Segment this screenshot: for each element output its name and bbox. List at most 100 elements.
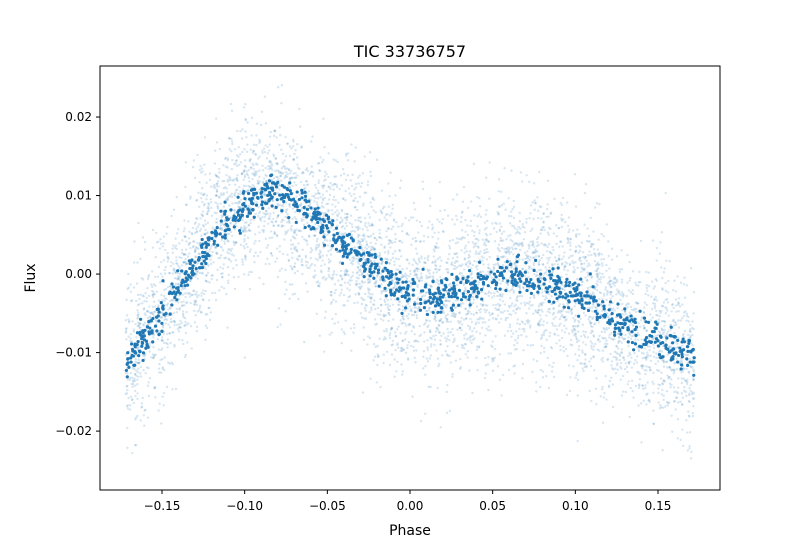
raw-point: [304, 238, 308, 242]
raw-point: [350, 349, 353, 352]
raw-point: [608, 267, 611, 270]
raw-point: [575, 371, 579, 374]
raw-point: [433, 245, 437, 248]
raw-point: [334, 205, 337, 208]
raw-point: [185, 310, 188, 314]
raw-point: [175, 256, 178, 259]
raw-point: [391, 303, 395, 306]
raw-point: [216, 268, 219, 271]
raw-point: [160, 348, 163, 352]
raw-point: [373, 247, 376, 251]
raw-point: [308, 266, 311, 270]
raw-point: [401, 340, 404, 343]
raw-point: [239, 161, 243, 164]
raw-point: [537, 209, 540, 213]
raw-point: [574, 249, 578, 252]
raw-point: [154, 385, 157, 389]
raw-point: [615, 278, 618, 282]
raw-point: [487, 240, 490, 243]
raw-point: [623, 367, 627, 371]
raw-point: [421, 187, 425, 191]
raw-point: [439, 276, 442, 279]
raw-point: [184, 321, 187, 324]
raw-point: [247, 188, 250, 192]
raw-point: [576, 228, 579, 231]
raw-point: [124, 392, 127, 396]
raw-point: [218, 171, 221, 174]
raw-point: [523, 327, 526, 331]
raw-point: [561, 310, 564, 313]
raw-point: [304, 186, 307, 190]
raw-point: [459, 305, 463, 308]
raw-point: [581, 250, 585, 254]
raw-point: [317, 284, 321, 287]
raw-point: [293, 231, 296, 234]
raw-point: [250, 116, 254, 120]
raw-point: [424, 373, 427, 376]
raw-point: [529, 240, 532, 244]
raw-point: [589, 325, 593, 328]
raw-point: [378, 279, 382, 282]
raw-point: [413, 274, 416, 277]
raw-point: [655, 279, 659, 282]
raw-point: [225, 292, 228, 296]
raw-point: [649, 359, 653, 362]
raw-point: [606, 358, 609, 362]
raw-point: [586, 271, 589, 274]
raw-point: [226, 166, 229, 169]
raw-point: [137, 367, 140, 370]
raw-point: [538, 263, 541, 266]
raw-point: [587, 262, 590, 265]
raw-point: [564, 261, 567, 264]
raw-point: [525, 174, 528, 177]
raw-point: [215, 182, 219, 185]
raw-point: [464, 307, 467, 311]
raw-point: [359, 216, 362, 219]
raw-point: [574, 325, 577, 328]
raw-point: [258, 180, 262, 183]
raw-point: [420, 295, 424, 299]
raw-point: [552, 317, 555, 321]
raw-point: [645, 270, 648, 274]
raw-point: [233, 287, 237, 291]
raw-point: [454, 313, 458, 316]
raw-point: [528, 326, 532, 329]
raw-point: [170, 214, 173, 218]
raw-point: [474, 265, 478, 269]
raw-point: [460, 215, 463, 219]
raw-point: [547, 307, 550, 311]
raw-point: [344, 273, 347, 276]
raw-point: [580, 283, 583, 287]
raw-point: [252, 149, 256, 153]
raw-point: [296, 163, 299, 166]
raw-point: [200, 167, 204, 170]
raw-point: [356, 228, 360, 232]
raw-point: [329, 302, 333, 305]
raw-point: [277, 184, 281, 187]
raw-point: [152, 345, 155, 349]
raw-point: [383, 298, 386, 302]
raw-point: [352, 255, 355, 259]
raw-point: [239, 226, 243, 229]
raw-point: [451, 238, 455, 242]
raw-point: [537, 254, 541, 258]
raw-point: [622, 356, 625, 359]
raw-point: [232, 276, 236, 279]
raw-point: [329, 293, 332, 297]
raw-point: [439, 426, 442, 429]
raw-point: [437, 231, 440, 234]
raw-point: [258, 188, 262, 191]
raw-point: [581, 280, 584, 284]
raw-point: [536, 196, 539, 199]
raw-point: [413, 270, 416, 274]
raw-point: [218, 147, 221, 151]
raw-point: [391, 225, 395, 228]
raw-point: [659, 241, 662, 244]
raw-point: [686, 333, 690, 337]
raw-point: [195, 290, 198, 294]
raw-point: [412, 349, 416, 352]
raw-point: [329, 217, 333, 221]
raw-point: [153, 292, 157, 296]
raw-point: [483, 321, 487, 324]
raw-point: [473, 242, 476, 246]
